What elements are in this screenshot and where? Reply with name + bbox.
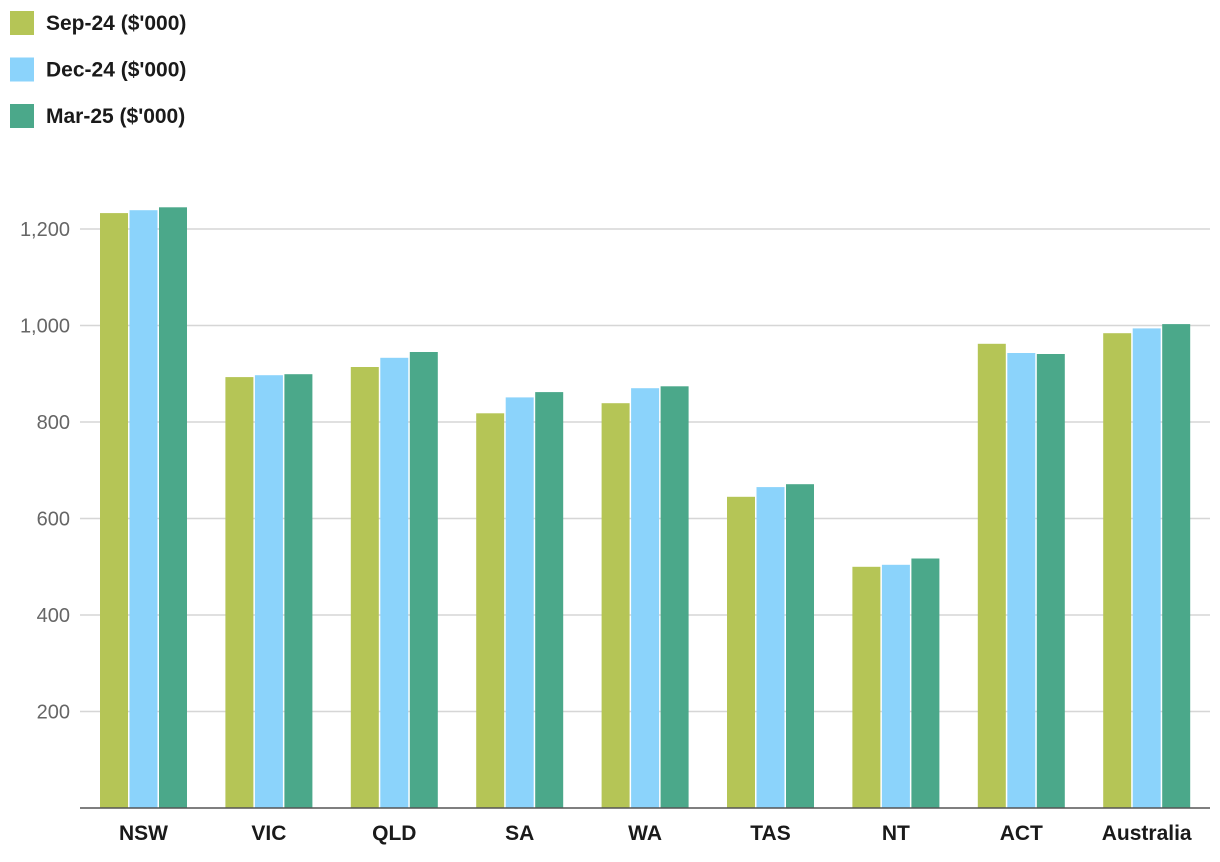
bar-nsw-series-1: [129, 210, 158, 808]
bar-tas-series-1: [756, 487, 785, 808]
y-tick-label-1: 400: [37, 605, 70, 627]
bar-group-tas: [727, 484, 814, 808]
bar-sa-series-2: [535, 392, 564, 808]
chart-legend: Sep-24 ($'000) Dec-24 ($'000) Mar-25 ($'00…: [10, 11, 186, 128]
bar-tas-series-0: [727, 496, 755, 808]
x-label-qld: QLD: [372, 822, 416, 845]
bar-sa-series-0: [476, 413, 505, 808]
legend-label-0: Sep-24 ($'000): [46, 12, 186, 35]
bar-group-nt: [852, 558, 940, 809]
legend-label-2: Mar-25 ($'000): [46, 105, 185, 128]
bar-australia-series-0: [1103, 333, 1132, 808]
bar-qld-series-1: [380, 357, 409, 808]
bar-group-wa: [601, 386, 689, 808]
x-label-vic: VIC: [251, 822, 286, 845]
bar-wa-series-2: [660, 386, 689, 808]
x-label-nsw: NSW: [119, 822, 168, 845]
bar-group-act: [977, 343, 1065, 808]
bar-tas-series-2: [786, 484, 814, 808]
bar-group-vic: [225, 374, 313, 808]
x-label-sa: SA: [505, 822, 534, 845]
x-axis-labels: NSW VIC QLD SA WA TAS NT ACT Australia: [119, 822, 1192, 845]
bar-vic-series-2: [284, 374, 313, 808]
bars: [100, 207, 1191, 809]
y-axis-ticks: 200 400 600 800 1,000 1,200: [20, 219, 70, 724]
bar-qld-series-2: [409, 352, 438, 808]
bar-nt-series-0: [852, 566, 881, 809]
bar-wa-series-1: [631, 388, 660, 808]
bar-nt-series-1: [881, 564, 910, 808]
bar-nsw-series-2: [159, 207, 187, 809]
bar-wa-series-0: [601, 403, 630, 808]
bar-nt-series-2: [911, 558, 940, 808]
bar-act-series-2: [1036, 354, 1065, 808]
x-label-nt: NT: [882, 822, 910, 845]
bar-group-sa: [476, 392, 564, 808]
y-tick-label-4: 1,000: [20, 316, 70, 338]
y-tick-label-0: 200: [37, 702, 70, 724]
x-label-wa: WA: [628, 822, 662, 845]
y-tick-label-3: 800: [37, 412, 70, 434]
legend-label-1: Dec-24 ($'000): [46, 59, 186, 82]
bar-group-australia: [1103, 324, 1191, 808]
legend-swatch-2: [10, 104, 34, 128]
bar-act-series-1: [1007, 353, 1036, 808]
x-label-tas: TAS: [750, 822, 790, 845]
x-label-act: ACT: [1000, 822, 1043, 845]
bar-group-nsw: [100, 207, 187, 809]
bar-australia-series-2: [1162, 324, 1191, 808]
bar-australia-series-1: [1132, 328, 1161, 808]
bar-sa-series-1: [505, 397, 534, 808]
y-tick-label-5: 1,200: [20, 219, 70, 241]
x-label-australia: Australia: [1102, 822, 1192, 845]
bar-vic-series-0: [225, 377, 254, 808]
legend-swatch-1: [10, 57, 34, 82]
bar-nsw-series-0: [100, 213, 128, 809]
y-tick-label-2: 600: [37, 509, 70, 531]
bar-group-qld: [350, 352, 438, 808]
bar-qld-series-0: [350, 367, 379, 808]
legend-swatch-0: [10, 11, 34, 35]
bar-act-series-0: [977, 343, 1006, 808]
bar-vic-series-1: [254, 375, 283, 808]
